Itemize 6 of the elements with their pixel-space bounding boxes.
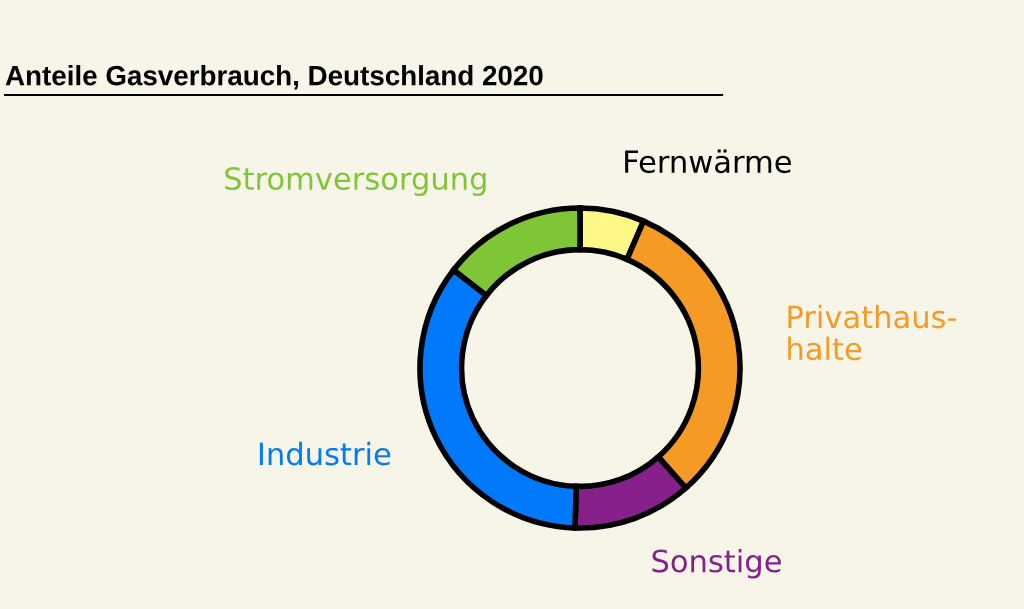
slice-label: Sonstige (652, 548, 781, 579)
slice-label: Industrie (259, 441, 391, 466)
chart-title: Anteile Gasverbrauch, Deutschland 2020 (5, 65, 543, 90)
slice-label: Privathaus- halte (788, 304, 957, 361)
slice-label: Stromversorgung (225, 166, 486, 196)
slice-label: Fernwärme (625, 149, 791, 174)
